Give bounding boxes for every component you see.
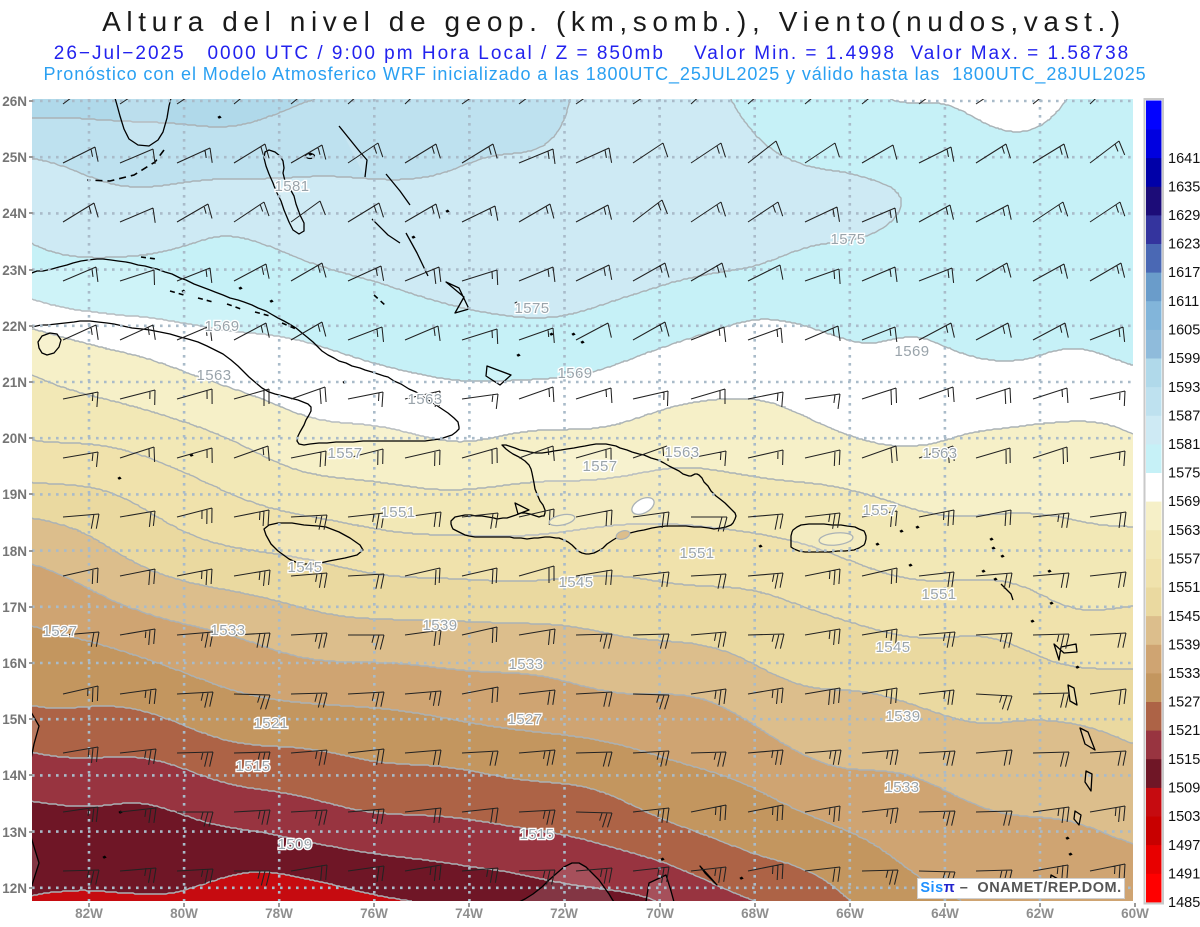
svg-text:1635: 1635 bbox=[1168, 179, 1200, 195]
svg-text:1539: 1539 bbox=[1168, 637, 1200, 653]
svg-text:12N: 12N bbox=[2, 881, 27, 896]
svg-text:1641: 1641 bbox=[1168, 151, 1200, 167]
svg-text:23N: 23N bbox=[2, 263, 27, 278]
svg-text:20N: 20N bbox=[2, 431, 27, 446]
svg-text:1557: 1557 bbox=[328, 445, 363, 462]
svg-text:1551: 1551 bbox=[922, 586, 957, 603]
svg-text:80W: 80W bbox=[170, 906, 198, 921]
svg-text:25N: 25N bbox=[2, 150, 27, 165]
svg-text:1509: 1509 bbox=[278, 836, 313, 853]
svg-text:1545: 1545 bbox=[876, 639, 911, 656]
svg-text:1617: 1617 bbox=[1168, 265, 1200, 281]
svg-text:1557: 1557 bbox=[583, 458, 618, 475]
svg-text:14N: 14N bbox=[2, 768, 27, 783]
svg-text:74W: 74W bbox=[455, 906, 483, 921]
svg-text:62W: 62W bbox=[1026, 906, 1054, 921]
svg-text:1581: 1581 bbox=[1168, 437, 1200, 453]
svg-text:1533: 1533 bbox=[885, 779, 920, 796]
svg-text:1539: 1539 bbox=[886, 708, 921, 725]
svg-text:1587: 1587 bbox=[1168, 408, 1200, 424]
svg-text:1545: 1545 bbox=[559, 574, 594, 591]
svg-text:70W: 70W bbox=[646, 906, 674, 921]
svg-text:1503: 1503 bbox=[1168, 809, 1200, 825]
svg-text:26N: 26N bbox=[2, 94, 27, 109]
svg-text:1569: 1569 bbox=[895, 343, 930, 360]
svg-text:1575: 1575 bbox=[1168, 466, 1200, 482]
svg-text:1581: 1581 bbox=[275, 178, 310, 195]
svg-text:1599: 1599 bbox=[1168, 351, 1200, 367]
svg-text:1575: 1575 bbox=[831, 231, 866, 248]
svg-text:1551: 1551 bbox=[680, 545, 715, 562]
svg-text:82W: 82W bbox=[75, 906, 103, 921]
svg-text:22N: 22N bbox=[2, 319, 27, 334]
svg-text:1563: 1563 bbox=[408, 391, 443, 408]
svg-text:1569: 1569 bbox=[205, 318, 240, 335]
svg-text:19N: 19N bbox=[2, 487, 27, 502]
svg-text:1611: 1611 bbox=[1168, 294, 1199, 310]
svg-text:1557: 1557 bbox=[863, 502, 898, 519]
svg-text:13N: 13N bbox=[2, 825, 27, 840]
svg-text:16N: 16N bbox=[2, 656, 27, 671]
svg-text:66W: 66W bbox=[836, 906, 864, 921]
svg-text:1527: 1527 bbox=[43, 623, 78, 640]
svg-text:1533: 1533 bbox=[211, 622, 246, 639]
svg-text:1569: 1569 bbox=[1168, 494, 1200, 510]
svg-text:1545: 1545 bbox=[1168, 609, 1200, 625]
svg-text:64W: 64W bbox=[931, 906, 959, 921]
svg-text:1593: 1593 bbox=[1168, 380, 1200, 396]
svg-text:1515: 1515 bbox=[236, 758, 271, 775]
svg-text:1485: 1485 bbox=[1168, 895, 1200, 911]
svg-text:21N: 21N bbox=[2, 375, 27, 390]
svg-text:1551: 1551 bbox=[1168, 580, 1200, 596]
svg-text:24N: 24N bbox=[2, 206, 27, 221]
svg-text:1515: 1515 bbox=[1168, 752, 1200, 768]
svg-text:1563: 1563 bbox=[197, 367, 232, 384]
svg-text:1605: 1605 bbox=[1168, 323, 1200, 339]
svg-text:1539: 1539 bbox=[423, 617, 458, 634]
svg-text:1509: 1509 bbox=[1168, 781, 1200, 797]
svg-text:15N: 15N bbox=[2, 712, 27, 727]
svg-text:1533: 1533 bbox=[509, 656, 544, 673]
svg-text:1497: 1497 bbox=[1168, 838, 1200, 854]
svg-text:1629: 1629 bbox=[1168, 208, 1200, 224]
svg-text:1527: 1527 bbox=[508, 711, 543, 728]
svg-text:1563: 1563 bbox=[665, 444, 700, 461]
svg-text:1527: 1527 bbox=[1168, 695, 1200, 711]
svg-text:1521: 1521 bbox=[1168, 723, 1200, 739]
svg-text:78W: 78W bbox=[265, 906, 293, 921]
svg-text:17N: 17N bbox=[2, 600, 27, 615]
svg-text:1521: 1521 bbox=[254, 715, 289, 732]
svg-text:1551: 1551 bbox=[381, 504, 416, 521]
svg-text:1563: 1563 bbox=[923, 445, 958, 462]
svg-text:72W: 72W bbox=[550, 906, 578, 921]
svg-text:1569: 1569 bbox=[558, 365, 593, 382]
svg-text:1545: 1545 bbox=[288, 559, 323, 576]
svg-text:76W: 76W bbox=[360, 906, 388, 921]
svg-text:1557: 1557 bbox=[1168, 552, 1200, 568]
svg-text:1515: 1515 bbox=[520, 826, 555, 843]
svg-text:1623: 1623 bbox=[1168, 237, 1200, 253]
svg-text:60W: 60W bbox=[1121, 906, 1149, 921]
svg-text:1533: 1533 bbox=[1168, 666, 1200, 682]
svg-text:68W: 68W bbox=[741, 906, 769, 921]
svg-text:18N: 18N bbox=[2, 544, 27, 559]
svg-text:1575: 1575 bbox=[515, 300, 550, 317]
svg-text:1491: 1491 bbox=[1168, 866, 1200, 882]
svg-text:1563: 1563 bbox=[1168, 523, 1200, 539]
